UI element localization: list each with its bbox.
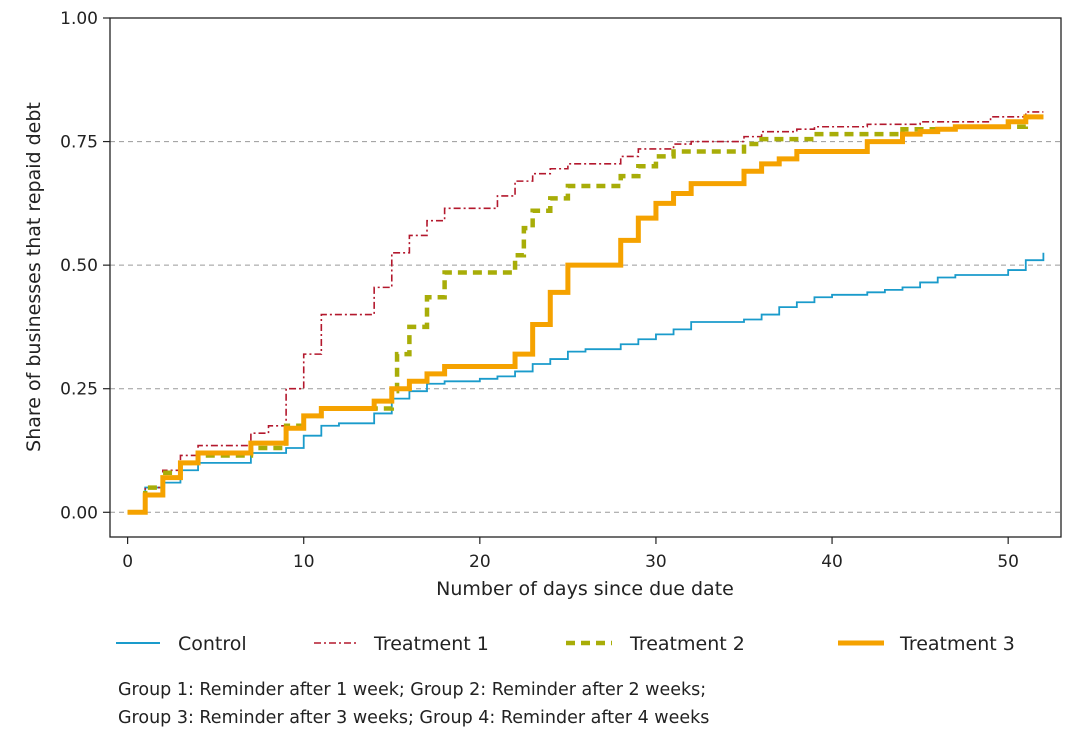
legend-label-treatment-3: Treatment 3 <box>899 633 1015 655</box>
series-layer <box>127 111 1045 515</box>
legend-label-treatment-1: Treatment 1 <box>373 633 489 655</box>
legend-label-treatment-2: Treatment 2 <box>629 633 745 655</box>
caption-line-1: Group 1: Reminder after 1 week; Group 2:… <box>118 680 707 700</box>
x-tick-label: 50 <box>997 552 1019 572</box>
series-line-treatment-1 <box>127 111 1044 514</box>
x-axis-title: Number of days since due date <box>436 578 734 600</box>
y-tick-label: 0.75 <box>60 133 98 153</box>
x-tick-label: 40 <box>821 552 843 572</box>
x-tick-label: 20 <box>469 552 491 572</box>
x-axis: 0 10 20 30 40 50 <box>122 537 1019 572</box>
series-line-control <box>127 252 1045 514</box>
x-tick-label: 10 <box>293 552 315 572</box>
plot-frame <box>109 17 1062 538</box>
x-tick-label: 0 <box>122 552 133 572</box>
y-tick-label: 0.50 <box>60 256 98 276</box>
caption-line-2: Group 3: Reminder after 3 weeks; Group 4… <box>118 708 710 728</box>
y-tick-label: 0.25 <box>60 380 98 400</box>
y-tick-label: 0.00 <box>60 503 98 523</box>
x-tick-label: 30 <box>645 552 667 572</box>
y-axis-title: Share of businesses that repaid debt <box>23 102 45 452</box>
y-tick-label: 1.00 <box>60 9 98 29</box>
legend: Control Treatment 1 Treatment 2 Treatmen… <box>116 633 1015 655</box>
legend-label-control: Control <box>178 633 247 655</box>
y-axis: 0.00 0.25 0.50 0.75 1.00 <box>60 9 110 523</box>
series-line-treatment-3 <box>127 114 1044 515</box>
